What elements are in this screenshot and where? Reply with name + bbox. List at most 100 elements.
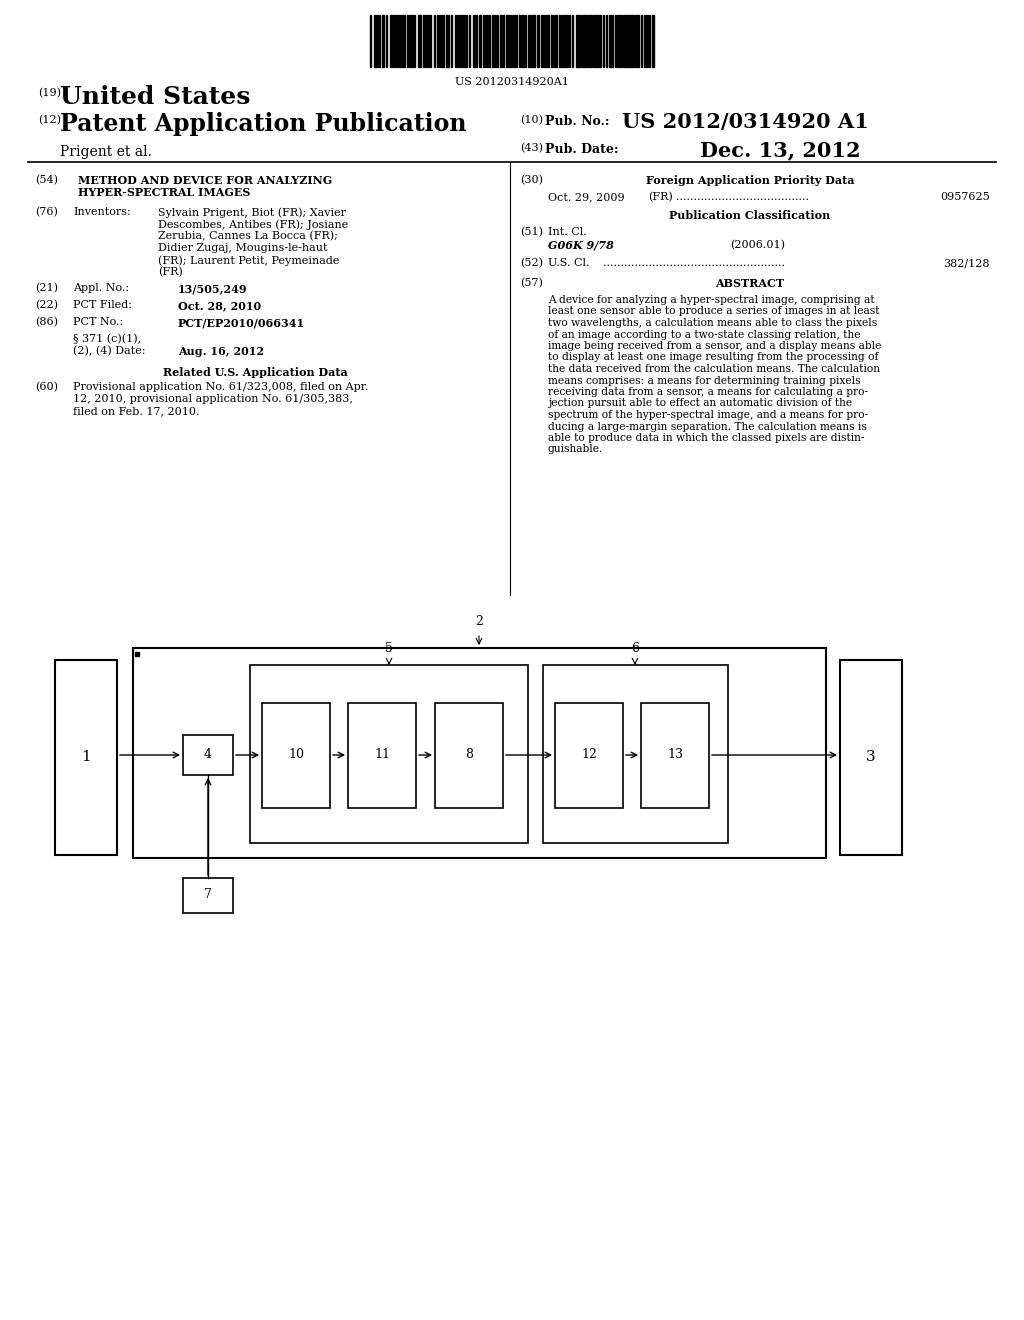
Bar xyxy=(599,15,601,67)
Bar xyxy=(537,15,539,67)
Text: Didier Zugaj, Mougins-le-haut: Didier Zugaj, Mougins-le-haut xyxy=(158,243,328,253)
Text: least one sensor able to produce a series of images in at least: least one sensor able to produce a serie… xyxy=(548,306,880,317)
Text: United States: United States xyxy=(60,84,251,110)
Text: Dec. 13, 2012: Dec. 13, 2012 xyxy=(700,140,860,160)
Text: 5: 5 xyxy=(385,642,393,655)
Text: Zerubia, Cannes La Bocca (FR);: Zerubia, Cannes La Bocca (FR); xyxy=(158,231,338,242)
Bar xyxy=(374,15,376,67)
Bar xyxy=(584,15,586,67)
Bar xyxy=(488,15,490,67)
Text: (2006.01): (2006.01) xyxy=(730,240,785,251)
Text: Publication Classification: Publication Classification xyxy=(670,210,830,220)
Text: 4: 4 xyxy=(204,748,212,762)
Bar xyxy=(441,15,444,67)
Text: PCT No.:: PCT No.: xyxy=(73,317,123,327)
Text: 10: 10 xyxy=(288,748,304,762)
Text: PCT Filed:: PCT Filed: xyxy=(73,300,132,310)
Text: able to produce data in which the classed pixels are distin-: able to produce data in which the classe… xyxy=(548,433,864,444)
Text: (86): (86) xyxy=(35,317,58,327)
Text: (57): (57) xyxy=(520,279,543,288)
Text: ducing a large-margin separation. The calculation means is: ducing a large-margin separation. The ca… xyxy=(548,421,867,432)
Bar xyxy=(644,15,646,67)
Bar xyxy=(541,15,543,67)
Bar xyxy=(483,15,485,67)
Text: two wavelengths, a calculation means able to class the pixels: two wavelengths, a calculation means abl… xyxy=(548,318,878,327)
Bar xyxy=(506,15,508,67)
Bar xyxy=(618,15,621,67)
Bar xyxy=(435,704,503,808)
Text: 0957625: 0957625 xyxy=(940,191,990,202)
Text: (51): (51) xyxy=(520,227,543,238)
Text: METHOD AND DEVICE FOR ANALYZING: METHOD AND DEVICE FOR ANALYZING xyxy=(78,176,332,186)
Bar xyxy=(624,15,626,67)
Text: means comprises: a means for determining training pixels: means comprises: a means for determining… xyxy=(548,375,860,385)
Text: US 20120314920A1: US 20120314920A1 xyxy=(455,77,569,87)
Text: 2: 2 xyxy=(475,615,483,628)
Text: 11: 11 xyxy=(374,748,390,762)
Text: 13/505,249: 13/505,249 xyxy=(178,282,248,294)
Bar xyxy=(509,15,511,67)
Text: Int. Cl.: Int. Cl. xyxy=(548,227,587,238)
Text: filed on Feb. 17, 2010.: filed on Feb. 17, 2010. xyxy=(73,407,200,416)
Text: Appl. No.:: Appl. No.: xyxy=(73,282,129,293)
Text: PCT/EP2010/066341: PCT/EP2010/066341 xyxy=(178,317,305,327)
Bar xyxy=(555,15,557,67)
Text: 382/128: 382/128 xyxy=(943,257,990,268)
Bar xyxy=(555,704,623,808)
Text: (43): (43) xyxy=(520,143,543,153)
Text: spectrum of the hyper-spectral image, and a means for pro-: spectrum of the hyper-spectral image, an… xyxy=(548,411,868,420)
Text: receiving data from a sensor, a means for calculating a pro-: receiving data from a sensor, a means fo… xyxy=(548,387,868,397)
Bar xyxy=(411,15,413,67)
Text: of an image according to a two-state classing relation, the: of an image according to a two-state cla… xyxy=(548,330,860,339)
Text: (FR); Laurent Petit, Peymeinade: (FR); Laurent Petit, Peymeinade xyxy=(158,255,339,265)
Text: (21): (21) xyxy=(35,282,58,293)
Text: (FR): (FR) xyxy=(158,267,182,277)
Bar xyxy=(183,878,233,913)
Text: Oct. 29, 2009: Oct. 29, 2009 xyxy=(548,191,625,202)
Bar xyxy=(390,15,392,67)
Text: Aug. 16, 2012: Aug. 16, 2012 xyxy=(178,346,264,356)
Text: Related U.S. Application Data: Related U.S. Application Data xyxy=(163,367,347,378)
Text: (54): (54) xyxy=(35,176,58,185)
Text: (12): (12) xyxy=(38,115,61,125)
Text: (76): (76) xyxy=(35,207,58,218)
Bar xyxy=(500,15,502,67)
Bar xyxy=(382,15,384,67)
Text: Provisional application No. 61/323,008, filed on Apr.: Provisional application No. 61/323,008, … xyxy=(73,381,369,392)
Text: ....................................................: ........................................… xyxy=(603,257,785,268)
Text: Inventors:: Inventors: xyxy=(73,207,131,216)
Text: 7: 7 xyxy=(204,888,212,902)
Bar xyxy=(630,15,633,67)
Bar xyxy=(473,15,475,67)
Bar xyxy=(652,15,654,67)
Text: guishable.: guishable. xyxy=(548,445,603,454)
Bar xyxy=(348,704,416,808)
Bar xyxy=(544,15,546,67)
Bar xyxy=(425,15,427,67)
Bar xyxy=(183,735,233,775)
Text: (22): (22) xyxy=(35,300,58,310)
Text: Prigent et al.: Prigent et al. xyxy=(60,145,152,158)
Text: 6: 6 xyxy=(631,642,639,655)
Text: § 371 (c)(1),: § 371 (c)(1), xyxy=(73,334,141,345)
Text: Pub. No.:: Pub. No.: xyxy=(545,115,609,128)
Text: image being received from a sensor, and a display means able: image being received from a sensor, and … xyxy=(548,341,882,351)
Bar xyxy=(418,15,421,67)
Text: Oct. 28, 2010: Oct. 28, 2010 xyxy=(178,300,261,312)
Text: ......................................: ...................................... xyxy=(676,191,809,202)
Text: 13: 13 xyxy=(667,748,683,762)
Text: Sylvain Prigent, Biot (FR); Xavier: Sylvain Prigent, Biot (FR); Xavier xyxy=(158,207,346,218)
Bar xyxy=(479,15,481,67)
Bar xyxy=(840,660,902,855)
Text: Patent Application Publication: Patent Application Publication xyxy=(60,112,467,136)
Bar xyxy=(446,15,449,67)
Bar xyxy=(636,15,639,67)
Text: A device for analyzing a hyper-spectral image, comprising at: A device for analyzing a hyper-spectral … xyxy=(548,294,874,305)
Text: (60): (60) xyxy=(35,381,58,392)
Bar xyxy=(627,15,629,67)
Text: G06K 9/78: G06K 9/78 xyxy=(548,240,613,251)
Text: jection pursuit able to effect an automatic division of the: jection pursuit able to effect an automa… xyxy=(548,399,852,408)
Text: HYPER-SPECTRAL IMAGES: HYPER-SPECTRAL IMAGES xyxy=(78,187,251,198)
Text: (FR): (FR) xyxy=(648,191,673,202)
Text: 1: 1 xyxy=(81,750,91,764)
